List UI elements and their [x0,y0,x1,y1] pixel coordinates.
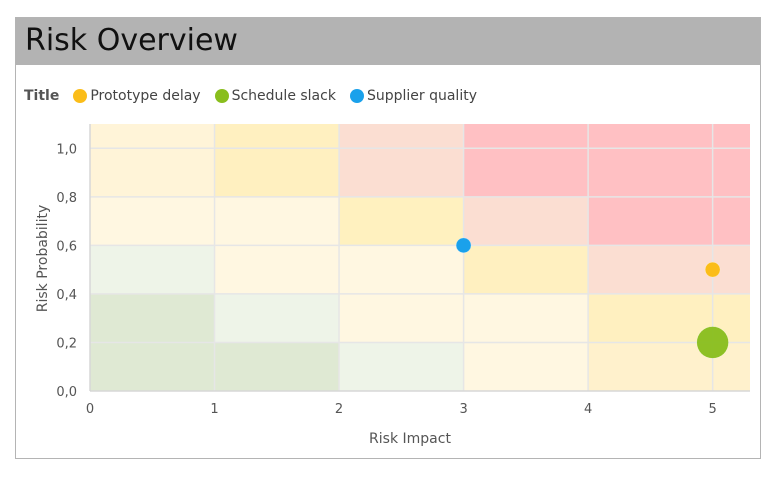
legend-item-schedule-slack[interactable]: Schedule slack [214,88,336,104]
x-tick-label: 1 [210,402,218,417]
x-tick-label: 4 [584,402,592,417]
risk-zone-cell [90,245,215,294]
legend-swatch-schedule-slack [214,89,229,103]
risk-zone-cell [463,245,589,294]
risk-zone-cell [588,196,750,246]
legend-swatch-prototype-delay [73,89,88,103]
risk-zone-cell [463,196,589,246]
risk-zone-cell [214,245,340,294]
legend-label: Schedule slack [231,88,336,104]
risk-zone-cell [588,124,750,197]
risk-zone-cell [463,293,589,343]
risk-zone-cell [339,124,464,197]
risk-zone-cell [339,293,464,343]
legend-item-supplier-quality[interactable]: Supplier quality [349,88,477,104]
legend: Title Prototype delay Schedule slack Sup… [24,86,491,106]
risk-zone-cell [339,342,464,391]
legend-label: Supplier quality [366,88,477,104]
risk-zone-cell [214,124,340,197]
risk-zone-cell [463,124,589,197]
risk-zone-cell [214,293,340,343]
risk-zone-cell [90,196,215,246]
legend-title: Title [24,88,60,104]
data-point-supplier-quality [455,237,472,254]
risk-zone-cell [214,196,340,246]
risk-zone-cell [339,196,464,246]
y-tick-label: 0,6 [56,239,77,254]
risk-zone-cell [90,293,215,343]
risk-zone-cell [339,245,464,294]
x-tick-label: 3 [459,402,467,417]
page-title: Risk Overview [25,23,238,58]
risk-zone-cell [90,342,215,391]
risk-zone-cell [90,124,215,197]
y-tick-label: 0,4 [56,288,77,303]
risk-zone-cell [588,245,750,294]
x-axis-label: Risk Impact [369,431,451,447]
risk-zone-cell [214,342,340,391]
y-tick-label: 1,0 [56,142,77,157]
x-tick-label: 2 [335,402,343,417]
legend-label: Prototype delay [90,88,201,104]
y-tick-label: 0,0 [56,385,77,400]
data-point-prototype-delay [704,261,721,278]
y-axis-label: Risk Probability [35,205,51,312]
risk-zone-cell [463,342,589,391]
legend-item-prototype-delay[interactable]: Prototype delay [73,88,201,104]
panel-header: Risk Overview [16,18,760,65]
y-tick-label: 0,8 [56,191,77,206]
data-point-schedule-slack [696,326,729,359]
x-tick-label: 5 [709,402,717,417]
x-tick-label: 0 [86,402,94,417]
legend-swatch-supplier-quality [349,89,364,103]
y-tick-label: 0,2 [56,336,77,351]
